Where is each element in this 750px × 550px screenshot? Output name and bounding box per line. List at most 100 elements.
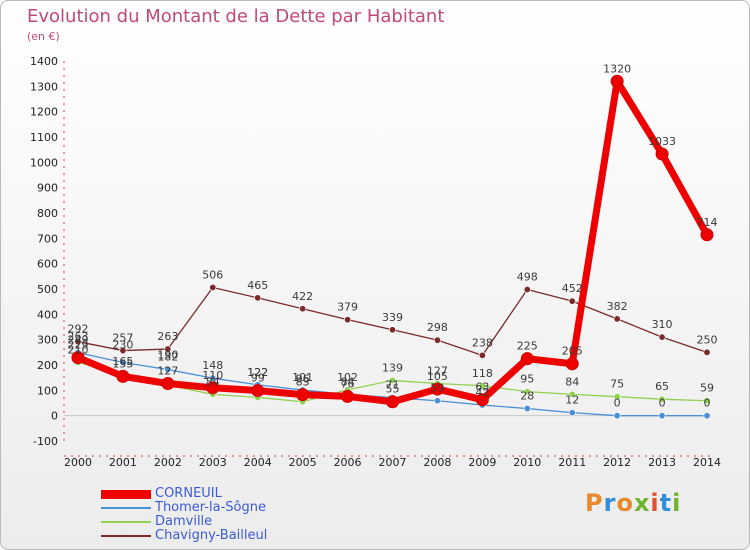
point-value-label: 452 [562,282,583,295]
data-point-chavigny-bailleul [568,297,576,305]
data-point-chavigny-bailleul [388,326,396,334]
data-point-damville [568,390,576,398]
x-tick-label: 2009 [468,456,496,469]
x-tick-label: 2014 [693,456,721,469]
data-point-corneuil [161,376,175,390]
point-value-label: 263 [68,330,89,343]
data-point-corneuil [520,352,534,366]
data-point-thomer-la-s-gne [703,412,711,420]
point-value-label: 84 [341,375,355,388]
point-value-label: 0 [659,397,666,410]
point-value-label: 298 [427,321,448,334]
point-value-label: 465 [247,279,268,292]
point-value-label: 230 [112,338,133,351]
x-tick-label: 2013 [648,456,676,469]
legend-swatch-corneuil [101,489,151,499]
y-tick-label: 300 [37,334,58,347]
data-point-thomer-la-s-gne [613,412,621,420]
y-tick-label: 500 [37,283,58,296]
logo-letter: r [603,489,617,517]
logo-letter: o [616,489,634,517]
point-value-label: 84 [565,375,579,388]
point-value-label: 182 [157,351,178,364]
point-value-label: 292 [68,323,89,336]
data-point-chavigny-bailleul [658,333,666,341]
y-unit-label: (en €) [27,30,60,43]
legend-item-thomer: Thomer-la-Sôgne [101,501,267,515]
point-value-label: 95 [520,373,534,386]
point-value-label: 42 [475,386,489,399]
point-value-label: 250 [697,333,718,346]
point-value-label: 249 [68,334,89,347]
x-tick-label: 2012 [603,456,631,469]
x-tick-label: 2004 [244,456,272,469]
point-value-label: 84 [206,375,220,388]
x-tick-label: 2007 [379,456,407,469]
point-value-label: 205 [562,345,583,358]
point-value-label: 0 [614,397,621,410]
data-point-corneuil [341,389,355,403]
data-point-chavigny-bailleul [523,286,531,294]
proxiti-logo: Proxiti [585,489,681,517]
y-tick-label: 800 [37,207,58,220]
data-point-damville [388,376,396,384]
data-point-corneuil [475,393,489,407]
y-tick-label: 1400 [30,55,58,68]
point-value-label: 506 [202,268,223,281]
data-point-chavigny-bailleul [613,315,621,323]
data-point-thomer-la-s-gne [568,409,576,417]
legend-label-damville: Damville [155,514,213,529]
point-value-label: 382 [607,300,628,313]
point-value-label: 0 [704,397,711,410]
x-tick-label: 2000 [64,456,92,469]
data-point-corneuil [565,357,579,371]
data-point-corneuil [71,351,85,365]
point-value-label: 105 [427,370,448,383]
legend-swatch-chavigny [101,535,151,537]
point-value-label: 55 [386,383,400,396]
point-value-label: 65 [655,380,669,393]
data-point-corneuil [700,228,714,242]
data-point-damville [658,395,666,403]
data-point-chavigny-bailleul [344,316,352,324]
data-point-corneuil [296,388,310,402]
data-point-damville [523,388,531,396]
point-value-label: 122 [247,366,268,379]
point-value-label: 102 [337,371,358,384]
point-value-label: 71 [386,379,400,392]
point-value-label: 1320 [603,62,631,75]
data-point-chavigny-bailleul [164,345,172,353]
legend-swatch-thomer [101,507,151,509]
legend-item-damville: Damville [101,515,267,529]
data-point-corneuil [206,381,220,395]
legend-label-corneuil: CORNEUIL [155,486,222,501]
series-lines [71,74,714,420]
point-value-label: 139 [382,361,403,374]
data-point-thomer-la-s-gne [164,366,172,374]
point-value-label: 498 [517,271,538,284]
data-point-chavigny-bailleul [433,336,441,344]
data-point-chavigny-bailleul [299,305,307,313]
data-point-thomer-la-s-gne [433,397,441,405]
legend-item-chavigny: Chavigny-Bailleul [101,529,267,543]
y-tick-label: 100 [37,384,58,397]
legend-swatch-damville [101,521,151,523]
point-value-label: 148 [202,359,223,372]
point-value-label: 257 [112,332,133,345]
x-tick-label: 2008 [423,456,451,469]
point-value-label: 75 [610,378,624,391]
logo-letter: t [659,489,673,517]
point-value-label: 99 [251,372,265,385]
x-tick-label: 2002 [154,456,182,469]
logo-letter: P [585,489,604,517]
x-tick-label: 2010 [513,456,541,469]
x-tick-label: 2001 [109,456,137,469]
logo-letter: i [672,489,682,517]
x-tick-label: 2006 [334,456,362,469]
point-value-label: 127 [157,364,178,377]
point-value-label: 96 [296,372,310,385]
point-value-label: 238 [472,336,493,349]
data-point-damville [613,393,621,401]
